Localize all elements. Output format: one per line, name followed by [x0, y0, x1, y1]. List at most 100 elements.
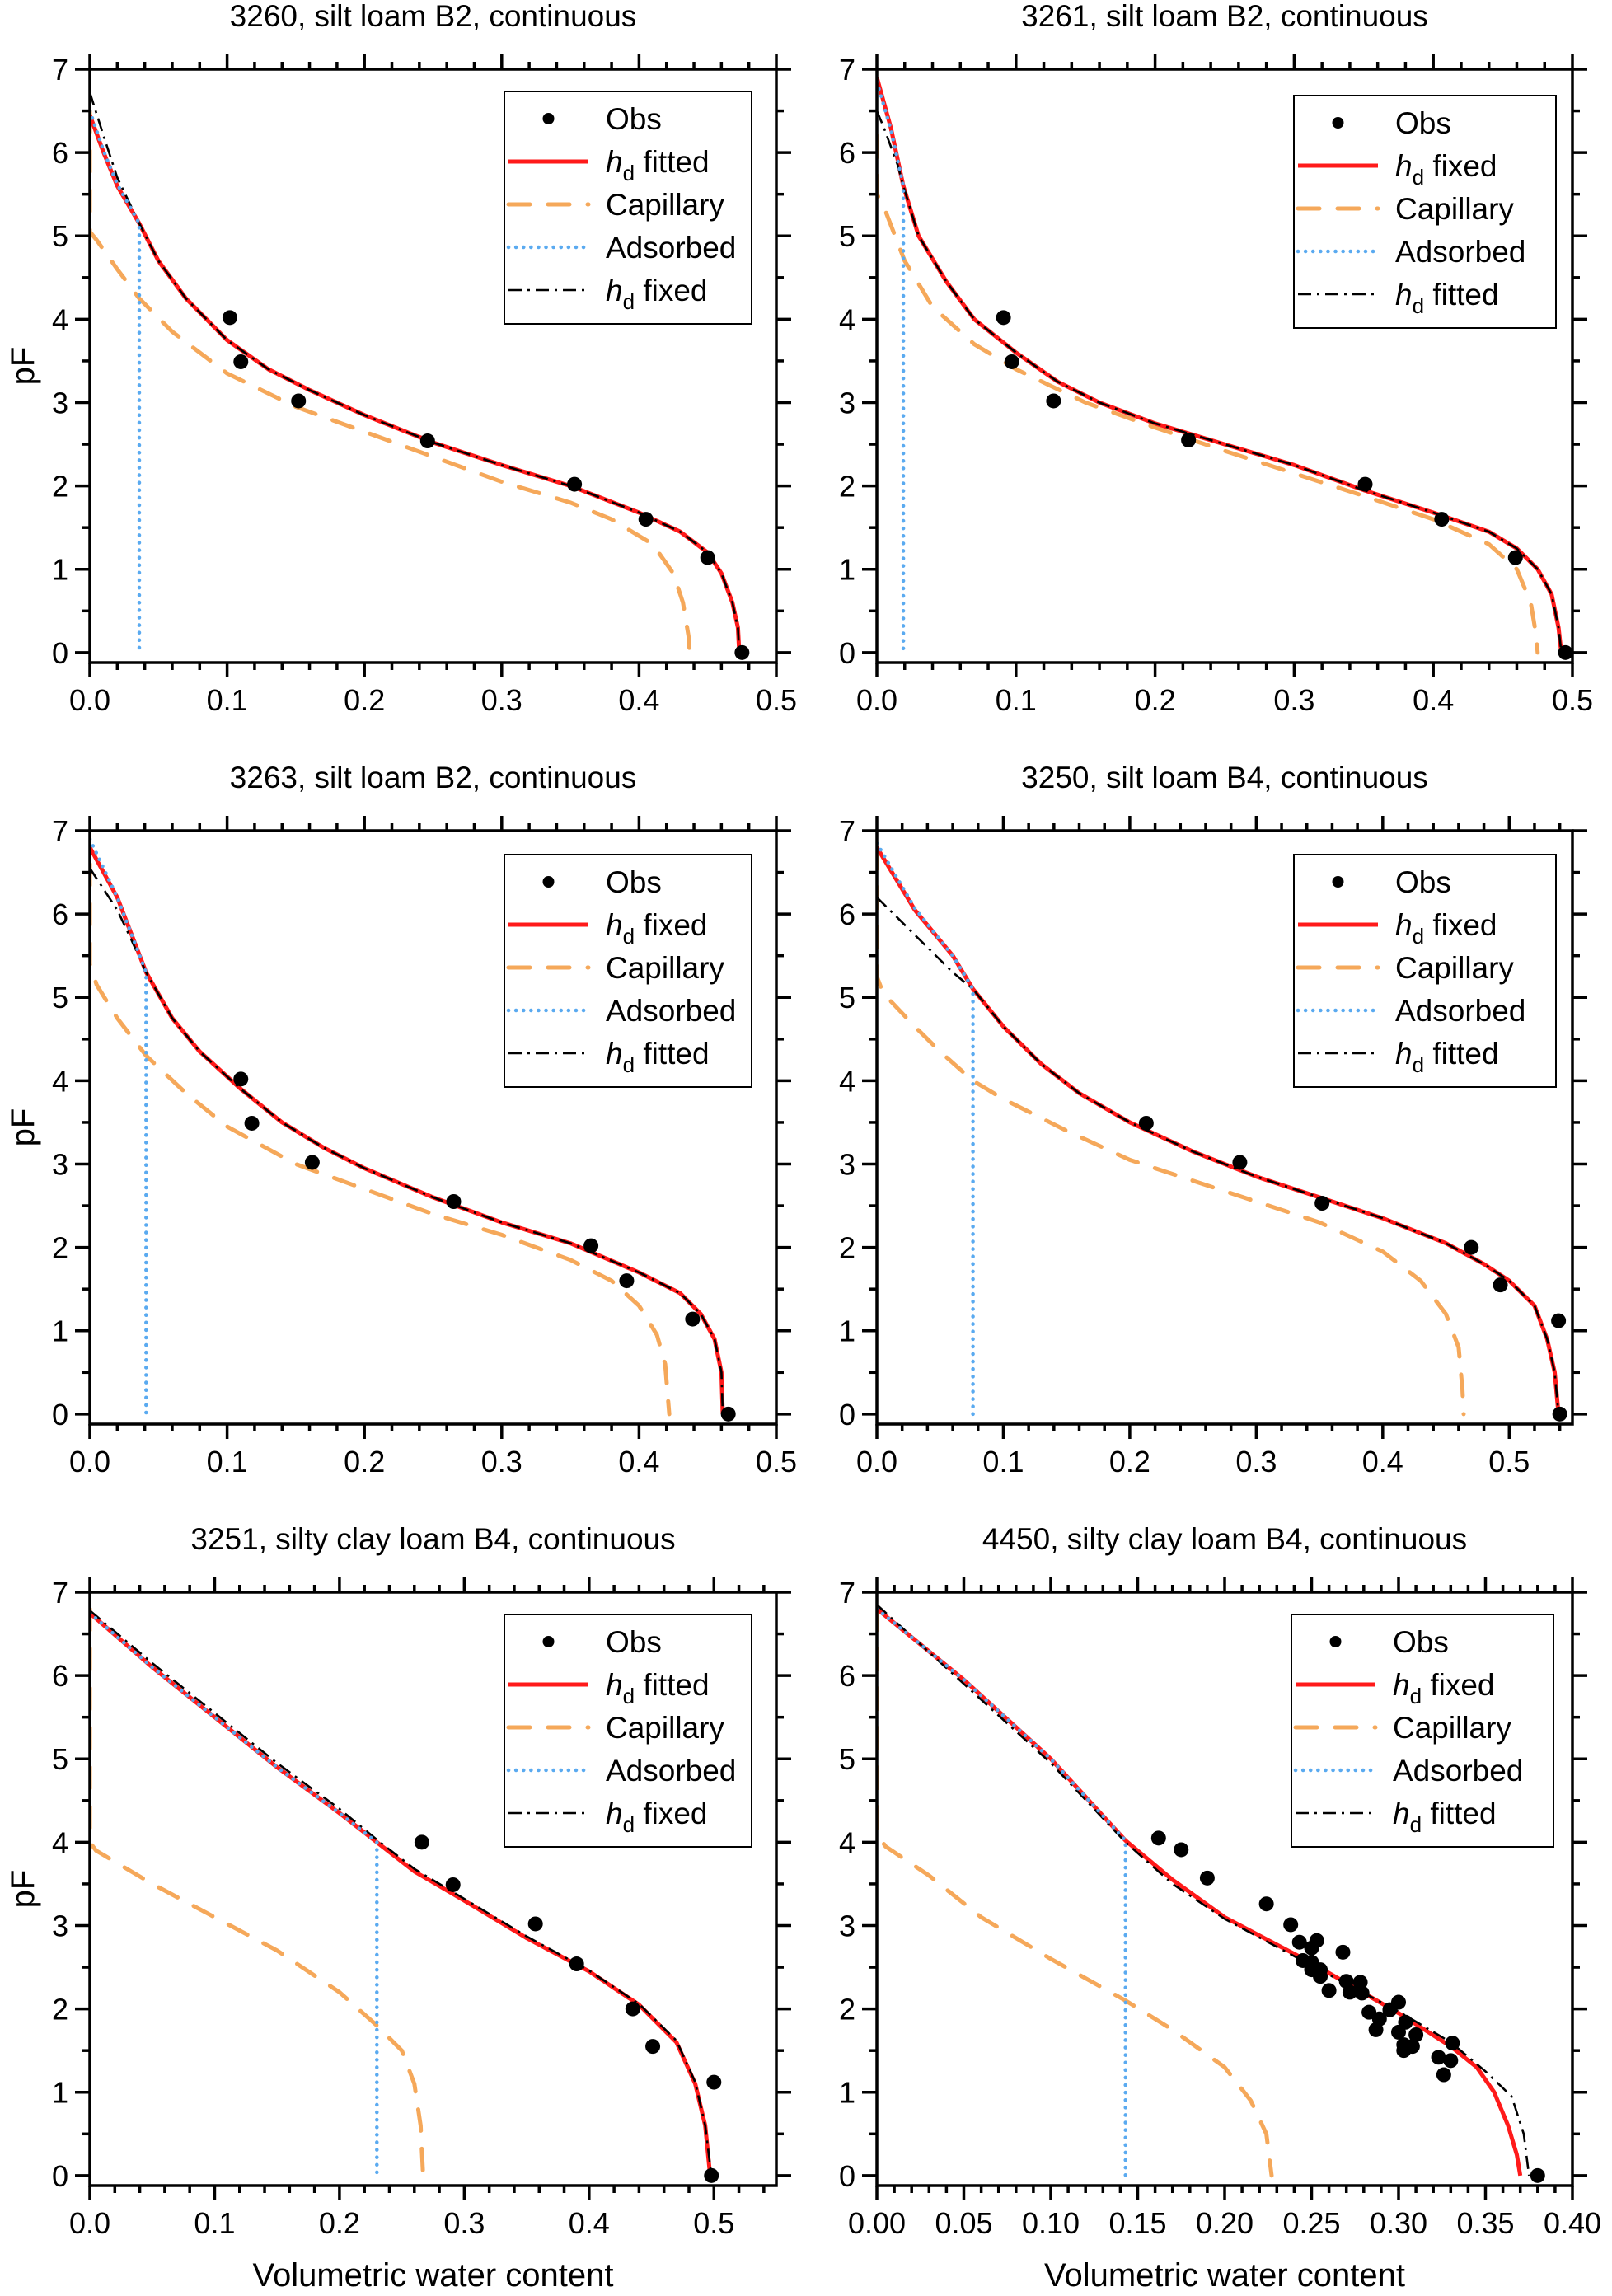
y-tick-label: 5: [52, 1742, 68, 1776]
x-tick-label: 0.5: [756, 683, 797, 717]
legend-label: hd fitted: [1393, 1797, 1497, 1837]
legend-label: Adsorbed: [1395, 235, 1525, 269]
x-tick-label: 0.0: [856, 1445, 897, 1478]
obs-point: [1493, 1277, 1508, 1293]
y-tick-label: 6: [52, 897, 68, 931]
y-tick-label: 7: [52, 1576, 68, 1610]
y-tick-label: 1: [52, 553, 68, 587]
series-obs: [996, 310, 1572, 660]
legend-item: Adsorbed: [506, 231, 736, 265]
series-line-h-d-fitted: [877, 110, 1563, 654]
obs-point: [700, 550, 715, 565]
obs-point: [414, 1834, 429, 1850]
y-tick-label: 5: [839, 1742, 855, 1776]
y-tick-label: 6: [839, 897, 855, 931]
legend-item: hd fixed: [1298, 149, 1497, 190]
legend-label: Obs: [606, 1625, 662, 1659]
legend-item: Capillary: [506, 188, 724, 222]
legend-label: hd fitted: [606, 1037, 710, 1077]
legend-marker-obs: [1329, 1636, 1342, 1647]
y-tick-label: 7: [839, 53, 855, 87]
obs-point: [1181, 433, 1197, 447]
y-tick-label: 0: [839, 636, 855, 670]
y-tick-label: 0: [52, 1398, 68, 1431]
legend-label: hd fixed: [1395, 149, 1497, 190]
y-tick-label: 4: [52, 302, 68, 336]
obs-point: [1357, 476, 1373, 492]
y-tick-label: 6: [839, 1659, 855, 1693]
obs-point: [734, 644, 750, 660]
chart-title: 3260, silt loam B2, continuous: [230, 0, 637, 33]
legend-label: hd fixed: [606, 274, 707, 314]
obs-point: [567, 476, 583, 492]
legend-label: Obs: [1395, 865, 1451, 899]
legend-label-subscript: d: [1413, 924, 1424, 949]
obs-point: [996, 310, 1011, 326]
chart-title: 3263, silt loam B2, continuous: [230, 761, 637, 794]
y-tick-label: 2: [839, 470, 855, 504]
legend-label: hd fitted: [1395, 1037, 1499, 1077]
x-tick-label: 0.40: [1544, 2206, 1601, 2240]
legend-label-subscript: d: [623, 161, 635, 185]
legend-label: Adsorbed: [606, 994, 736, 1028]
y-tick-label: 5: [839, 981, 855, 1014]
legend-marker-obs: [542, 1636, 555, 1647]
x-tick-label: 0.3: [481, 1445, 522, 1478]
legend-label-subscript: d: [623, 924, 635, 949]
legend-label: hd fixed: [606, 908, 707, 949]
legend-item: hd fixed: [508, 908, 707, 949]
obs-point: [445, 1877, 461, 1892]
y-tick-label: 2: [52, 470, 68, 504]
x-tick-label: 0.30: [1370, 2206, 1427, 2240]
x-tick-label: 0.5: [1552, 683, 1593, 717]
obs-point: [1404, 2039, 1420, 2055]
legend-label-subscript: d: [623, 289, 635, 314]
x-tick-label: 0.00: [848, 2206, 906, 2240]
legend-label-text: fixed: [635, 1797, 707, 1830]
axes-frame: [875, 68, 1574, 664]
series-line-capillary: [877, 1606, 1274, 2178]
legend-item: Obs: [1332, 865, 1451, 899]
legend-label: Obs: [606, 102, 662, 136]
legend-item: hd fitted: [1296, 1797, 1497, 1837]
x-tick-label: 0.4: [569, 2206, 610, 2240]
y-tick-label: 1: [839, 2076, 855, 2110]
y-tick-label: 1: [839, 553, 855, 587]
y-tick-label: 1: [839, 1314, 855, 1348]
x-axis: 0.0 0.1 0.2 0.3 0.4 0.5: [69, 816, 797, 1478]
x-tick-label: 0.4: [618, 683, 659, 717]
y-axis-label: pF: [5, 347, 41, 386]
obs-point: [1342, 1984, 1357, 2000]
y-tick-label: 6: [52, 136, 68, 170]
obs-point: [1174, 1842, 1189, 1858]
legend-item: Capillary: [1296, 192, 1514, 226]
x-tick-label: 0.2: [344, 683, 385, 717]
legend-item: hd fitted: [1298, 1037, 1499, 1077]
legend-label: Capillary: [1395, 192, 1514, 226]
obs-point: [1445, 2036, 1460, 2051]
y-axis: 0 1 2 3 4 5 6 7: [839, 1576, 1587, 2193]
y-tick-label: 3: [52, 386, 68, 419]
obs-point: [527, 1916, 543, 1932]
plot-area: [877, 77, 1572, 660]
obs-point: [1551, 1313, 1567, 1328]
obs-point: [1304, 1940, 1319, 1956]
series-line-adsorbed: [90, 1611, 379, 2178]
obs-point: [1398, 2014, 1413, 2030]
legend-label: hd fixed: [606, 1797, 707, 1837]
y-axis: 0 1 2 3 4 5 6 7: [839, 814, 1587, 1431]
legend-item: Adsorbed: [1296, 235, 1525, 269]
legend-label-text: fixed: [1424, 149, 1497, 183]
series-line-adsorbed: [877, 79, 906, 655]
series-obs: [233, 1071, 736, 1422]
axes-frame: [88, 829, 778, 1426]
obs-point: [583, 1238, 599, 1253]
obs-point: [645, 2039, 661, 2055]
obs-point: [706, 2074, 722, 2090]
axes-frame: [88, 68, 778, 664]
legend-label-text: fixed: [635, 908, 707, 942]
x-tick-label: 0.0: [69, 2206, 110, 2240]
legend-item: Obs: [1329, 1625, 1449, 1659]
obs-point: [1354, 1985, 1370, 2001]
